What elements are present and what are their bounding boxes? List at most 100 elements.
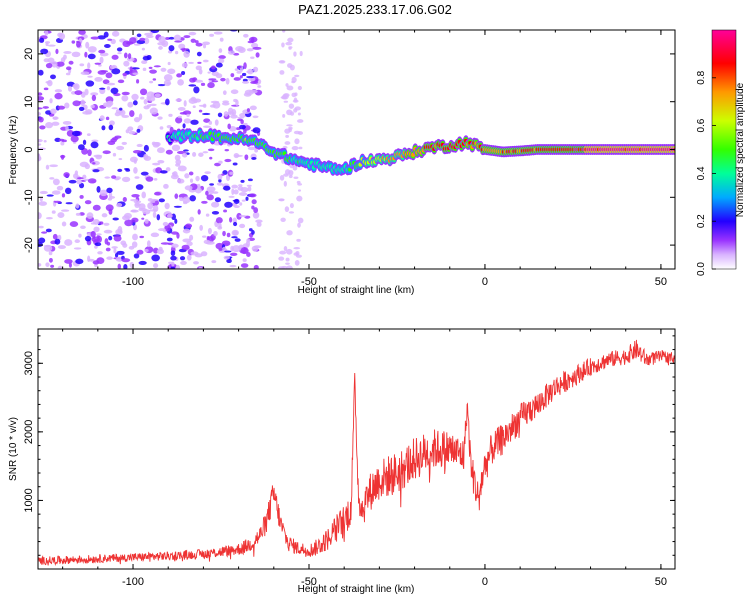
heatmap-noise-cell — [188, 61, 195, 64]
heatmap-noise-cell — [279, 70, 285, 75]
heatmap-noise-cell — [247, 146, 256, 151]
heatmap-noise-cell — [219, 37, 224, 42]
heatmap-noise-cell — [254, 148, 259, 153]
heatmap-noise-cell — [243, 33, 249, 38]
heatmap-noise-cell — [232, 230, 238, 236]
heatmap-noise-cell — [93, 154, 103, 158]
heatmap-noise-cell — [223, 255, 230, 260]
heatmap-noise-cell — [103, 102, 109, 108]
heatmap-noise-cell — [203, 239, 211, 245]
heatmap-noise-cell — [189, 216, 195, 222]
heatmap-noise-cell — [183, 35, 191, 39]
colorbar: 0.0 0.2 0.4 0.6 0.8 Normalized spectral ampl… — [696, 29, 746, 276]
heatmap-noise-cell — [136, 33, 142, 38]
heatmap-noise-cell — [54, 89, 63, 93]
heatmap-noise-cell — [74, 170, 79, 176]
heatmap-noise-cell — [108, 124, 114, 131]
heatmap-noise-cell — [143, 153, 149, 160]
heatmap-noise-cell — [227, 50, 236, 55]
heatmap-noise-cell — [291, 92, 297, 98]
heatmap-noise-cell — [153, 178, 158, 181]
heatmap-noise-cell — [278, 60, 286, 64]
heatmap-noise-cell — [100, 70, 109, 73]
heatmap-noise-cell — [139, 37, 146, 42]
heatmap-noise-cell — [202, 44, 207, 49]
heatmap-noise-cell — [123, 263, 128, 269]
heatmap-noise-cell — [43, 244, 52, 247]
heatmap-noise-cell — [117, 226, 123, 233]
heatmap-noise-cell — [195, 79, 204, 83]
heatmap-noise-cell — [110, 38, 116, 45]
heatmap-noise-cell — [230, 73, 235, 78]
heatmap-noise-cell — [246, 184, 252, 187]
heatmap-noise-cell — [189, 195, 196, 202]
heatmap-noise-cell — [123, 60, 130, 67]
heatmap-noise-cell — [92, 162, 96, 165]
heatmap-noise-cell — [223, 111, 229, 117]
y-tick-label: 2000 — [23, 420, 35, 444]
heatmap-noise-cell — [40, 48, 49, 55]
heatmap-noise-cell — [222, 90, 227, 96]
heatmap-noise-cell — [209, 33, 215, 37]
heatmap-noise-cell — [174, 50, 179, 55]
heatmap-noise-cell — [47, 79, 53, 87]
heatmap-noise-cell — [178, 43, 186, 50]
heatmap-noise-cell — [226, 232, 231, 238]
heatmap-noise-cell — [297, 189, 302, 192]
heatmap-noise-cell — [281, 42, 285, 48]
heatmap-noise-cell — [71, 130, 81, 137]
heatmap-noise-cell — [195, 42, 203, 47]
heatmap-noise-cell — [247, 178, 253, 182]
heatmap-noise-cell — [54, 92, 63, 100]
heatmap-noise-cell — [64, 239, 73, 246]
heatmap-noise-cell — [133, 43, 141, 46]
heatmap-noise-cell — [127, 53, 132, 60]
heatmap-noise-cell — [213, 231, 218, 237]
heatmap-noise-cell — [251, 245, 259, 252]
heatmap-noise-cell — [283, 245, 288, 252]
heatmap-noise-cell — [190, 251, 199, 256]
heatmap-noise-cell — [283, 100, 289, 103]
heatmap-noise-cell — [164, 202, 170, 210]
heatmap-noise-cell — [53, 200, 62, 203]
heatmap-noise-cell — [200, 174, 209, 182]
heatmap-noise-cell — [38, 107, 43, 110]
y-tick-label: 3000 — [23, 351, 35, 375]
heatmap-noise-cell — [149, 107, 158, 115]
heatmap-noise-cell — [229, 171, 234, 176]
heatmap-noise-cell — [64, 187, 72, 195]
heatmap-noise-cell — [64, 102, 70, 109]
heatmap-noise-cell — [288, 174, 293, 179]
heatmap-noise-cell — [140, 171, 149, 176]
heatmap-noise-cell — [225, 77, 230, 85]
heatmap-noise-cell — [45, 228, 52, 233]
heatmap-noise-cell — [297, 112, 301, 116]
heatmap-noise-cell — [139, 88, 148, 96]
heatmap-noise-cell — [251, 199, 257, 205]
heatmap-noise-cell — [38, 263, 42, 267]
heatmap-noise-cell — [60, 154, 65, 160]
heatmap-noise-cell — [248, 193, 257, 198]
heatmap-noise-cell — [154, 93, 161, 98]
heatmap-noise-cell — [132, 233, 138, 241]
heatmap-noise-cell — [171, 261, 175, 267]
heatmap-noise-cell — [131, 209, 137, 213]
heatmap-noise-cell — [110, 87, 119, 94]
heatmap-noise-cell — [164, 224, 171, 232]
heatmap-noise-cell — [188, 84, 197, 87]
heatmap-noise-cell — [215, 242, 224, 250]
heatmap-noise-cell — [181, 152, 188, 158]
heatmap-noise-cell — [133, 167, 138, 174]
heatmap-noise-cell — [291, 80, 296, 84]
heatmap-noise-cell — [135, 203, 142, 206]
heatmap-noise-cell — [154, 142, 161, 147]
heatmap-noise-cell — [45, 63, 53, 69]
heatmap-noise-cell — [84, 235, 92, 242]
heatmap-noise-cell — [214, 162, 221, 167]
spectrogram-ridge — [165, 127, 675, 176]
heatmap-noise-cell — [43, 139, 47, 143]
heatmap-noise-cell — [283, 173, 289, 177]
heatmap-noise-cell — [79, 63, 85, 67]
heatmap-noise-cell — [244, 154, 249, 161]
heatmap-noise-cell — [162, 221, 169, 227]
